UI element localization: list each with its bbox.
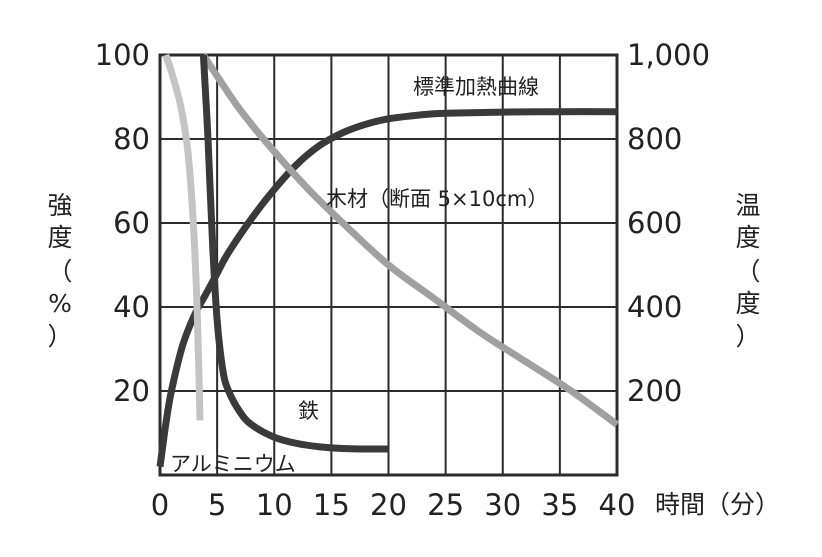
label-iron: 鉄 [298,399,319,423]
series-layer [156,53,620,468]
y-right-axis-title-char: 度 [735,289,760,318]
line-standard-heating-curve [156,108,618,468]
x-tick-label: 30 [484,488,521,522]
label-aluminum: アルミニウム [170,452,296,476]
x-tick-label: 0 [151,488,169,522]
y-left-axis-title-char: % [48,289,72,318]
label-wood: 木材（断面 5×10cm） [326,187,548,211]
x-tick-label: 20 [370,488,407,522]
line-wood [200,53,620,428]
y-left-tick-label: 100 [95,38,150,72]
grid-layer [160,55,617,475]
label-standard-heating-curve: 標準加熱曲線 [413,75,539,99]
y-right-tick-label: 600 [627,206,682,240]
x-tick-label: 35 [541,488,578,522]
y-right-tick-label: 200 [627,374,682,408]
y-left-tick-label: 80 [113,122,150,156]
y-left-tick-label: 40 [113,290,150,324]
y-right-axis-title-char: （ [735,257,760,286]
y-left-axis-title-char: 度 [47,223,72,252]
y-right-axis-title: 温 度 （ 度 ） [735,191,760,351]
y-left-axis-title-char: 強 [47,191,72,220]
y-left-tick-label: 20 [113,374,150,408]
y-right-tick-label: 1,000 [627,38,710,72]
y-right-tick-label: 400 [627,290,682,324]
line-iron [199,54,389,453]
x-tick-label: 5 [208,488,226,522]
x-tick-label: 40 [599,488,636,522]
x-tick-label: 10 [256,488,293,522]
x-tick-label: 15 [313,488,350,522]
y-right-axis-title-char: 度 [735,223,760,252]
tick-layer: 0 5 10 15 20 25 30 35 40 20 40 60 80 100 200 400 600 800 1… [95,38,710,522]
line-aluminum [162,53,204,421]
y-left-axis-title-char: ） [47,322,72,351]
x-axis-title: 時間（分） [655,490,780,519]
plot-frame [158,53,619,477]
x-tick-label: 25 [427,488,464,522]
y-left-axis-title: 強 度 （ % ） [47,191,72,351]
y-left-axis-title-char: （ [47,257,72,286]
y-right-tick-label: 800 [627,122,682,156]
y-right-axis-title-char: 温 [735,191,760,220]
y-left-tick-label: 60 [113,206,150,240]
y-right-axis-title-char: ） [735,322,760,351]
